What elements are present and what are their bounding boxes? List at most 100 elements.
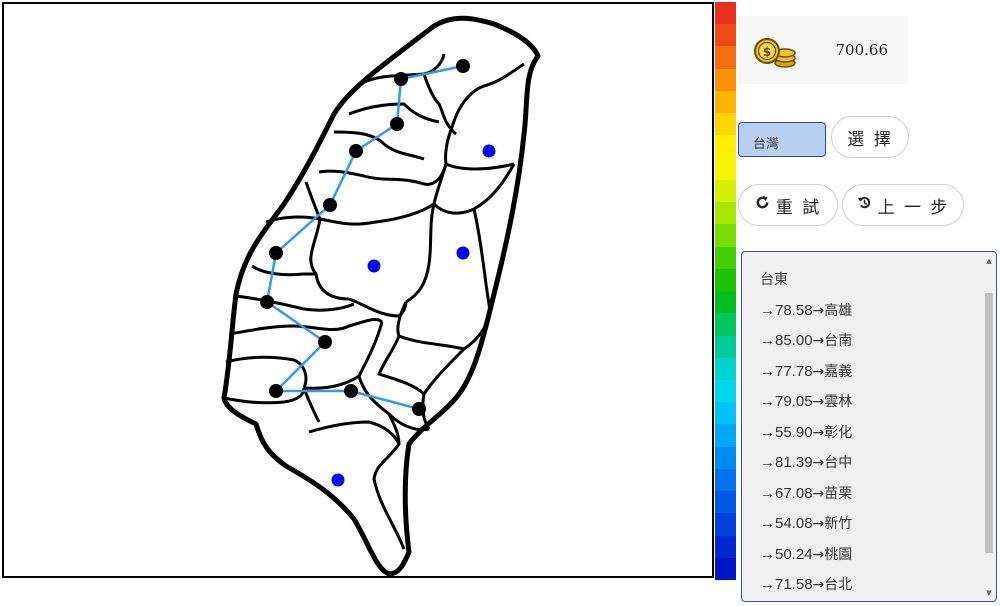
color-scale-step bbox=[715, 90, 736, 114]
color-scale-step bbox=[715, 157, 736, 180]
county-node-tainan[interactable] bbox=[269, 384, 283, 398]
route-step-city: →苗栗 bbox=[812, 485, 853, 502]
county-node-changhua[interactable] bbox=[269, 246, 283, 260]
route-step-arrow: → bbox=[760, 484, 775, 502]
route-list: 台東 →78.58→高雄 →85.00→台南 →77.78→嘉義 →79.05→雲林 →… bbox=[760, 266, 852, 601]
taiwan-map[interactable] bbox=[4, 4, 712, 576]
route-step: →55.90→彰化 bbox=[760, 418, 852, 449]
route-step-arrow: → bbox=[760, 454, 775, 471]
route-segment bbox=[266, 300, 326, 344]
county-node-hsinchu[interactable] bbox=[390, 117, 404, 131]
color-scale-step bbox=[715, 179, 736, 203]
route-step-city: →台中 bbox=[812, 455, 853, 471]
route-step-distance: 81.39 bbox=[775, 454, 813, 471]
route-step-city: →彰化 bbox=[812, 424, 853, 441]
route-step-arrow: → bbox=[760, 332, 775, 349]
undo-button[interactable]: 上 一 步 bbox=[842, 184, 964, 226]
route-step-city: →台南 bbox=[812, 333, 853, 349]
scroll-thumb[interactable] bbox=[985, 293, 993, 553]
color-scale-step bbox=[715, 113, 736, 136]
color-scale-step bbox=[715, 335, 736, 358]
route-step-city: →雲林 bbox=[812, 394, 853, 410]
route-step: →71.58→台北 bbox=[760, 570, 852, 601]
county-node-yunlin[interactable] bbox=[260, 295, 274, 309]
route-step-distance: 79.05 bbox=[775, 393, 813, 410]
scroll-down-arrow-icon[interactable]: ▼ bbox=[986, 589, 992, 597]
scroll-up-arrow-icon[interactable]: ▲ bbox=[986, 257, 992, 265]
color-scale-step bbox=[715, 402, 736, 425]
route-step-distance: 54.08 bbox=[775, 515, 813, 532]
color-scale-step bbox=[715, 513, 736, 536]
color-scale-step bbox=[715, 468, 736, 492]
county-node-kaohsiung[interactable] bbox=[344, 384, 358, 398]
route-step-arrow: → bbox=[760, 362, 775, 380]
select-button[interactable]: 選 擇 bbox=[831, 116, 909, 158]
route-segment bbox=[328, 150, 358, 206]
route-step-city: →新竹 bbox=[812, 516, 853, 532]
region-select-value: 台灣 bbox=[753, 137, 780, 152]
route-step-arrow: → bbox=[760, 301, 775, 319]
route-step-arrow: → bbox=[760, 576, 775, 593]
svg-text:$: $ bbox=[763, 45, 771, 59]
color-scale-step bbox=[715, 246, 736, 269]
route-step: →50.24→桃園 bbox=[760, 540, 852, 571]
color-scale-step bbox=[715, 46, 736, 69]
county-node-taichung[interactable] bbox=[323, 198, 337, 212]
route-step: →78.58→高雄 bbox=[760, 296, 852, 327]
color-scale-step bbox=[715, 557, 736, 581]
county-node-pingtung[interactable] bbox=[331, 473, 345, 487]
color-scale-step bbox=[715, 224, 736, 247]
route-step-arrow: → bbox=[760, 515, 775, 532]
region-select[interactable]: 台灣 bbox=[738, 122, 826, 157]
route-step-distance: 78.58 bbox=[775, 301, 813, 319]
distance-color-scale bbox=[715, 2, 736, 581]
county-nodes[interactable] bbox=[260, 59, 496, 487]
color-scale-step bbox=[715, 268, 736, 292]
route-step-arrow: → bbox=[760, 545, 775, 563]
retry-button-label: 重 試 bbox=[775, 197, 822, 218]
route-step-distance: 77.78 bbox=[775, 362, 813, 380]
county-node-taitung[interactable] bbox=[412, 402, 426, 416]
scrollbar[interactable]: ▲ ▼ bbox=[984, 255, 994, 597]
county-node-chiayi[interactable] bbox=[318, 335, 332, 349]
route-step-city: →高雄 bbox=[812, 302, 853, 319]
county-node-hualien[interactable] bbox=[456, 246, 470, 260]
route-step: →54.08→新竹 bbox=[760, 509, 852, 540]
route-step-city: →桃園 bbox=[812, 546, 853, 563]
color-scale-step bbox=[715, 379, 736, 403]
route-step: →77.78→嘉義 bbox=[760, 357, 852, 388]
coins-icon: $ bbox=[752, 34, 798, 72]
route-step-arrow: → bbox=[760, 393, 775, 410]
route-segment bbox=[395, 78, 403, 125]
select-button-label: 選 擇 bbox=[847, 129, 893, 150]
route-history-panel[interactable]: 台東 →78.58→高雄 →85.00→台南 →77.78→嘉義 →79.05→雲林 →… bbox=[741, 251, 997, 602]
route-segment bbox=[265, 252, 278, 303]
color-scale-step bbox=[715, 446, 736, 469]
route-step-city: →台北 bbox=[812, 577, 853, 593]
county-node-taipei[interactable] bbox=[456, 59, 470, 73]
color-scale-step bbox=[715, 491, 736, 514]
county-node-taoyuan[interactable] bbox=[394, 72, 408, 86]
color-scale-step bbox=[715, 313, 736, 336]
color-scale-step bbox=[715, 24, 736, 47]
color-scale-step bbox=[715, 357, 736, 380]
color-scale-step bbox=[715, 2, 736, 25]
route-lines bbox=[265, 64, 464, 411]
route-step: →79.05→雲林 bbox=[760, 387, 852, 418]
color-scale-step bbox=[715, 202, 736, 225]
county-node-yilan[interactable] bbox=[482, 144, 496, 158]
color-scale-step bbox=[715, 291, 736, 314]
county-node-nantou[interactable] bbox=[367, 259, 381, 273]
route-step-distance: 85.00 bbox=[775, 332, 813, 349]
route-step-arrow: → bbox=[760, 423, 775, 441]
route-segment bbox=[355, 122, 398, 153]
county-node-miaoli[interactable] bbox=[349, 144, 363, 158]
map-canvas[interactable] bbox=[2, 2, 714, 578]
route-step-city: →嘉義 bbox=[812, 363, 853, 380]
island-outline bbox=[221, 15, 541, 576]
route-segment bbox=[275, 341, 326, 392]
retry-button[interactable]: 重 試 bbox=[738, 184, 838, 226]
route-step: →85.00→台南 bbox=[760, 326, 852, 357]
score-box: $ 700.66 bbox=[738, 16, 908, 84]
color-scale-step bbox=[715, 135, 736, 158]
